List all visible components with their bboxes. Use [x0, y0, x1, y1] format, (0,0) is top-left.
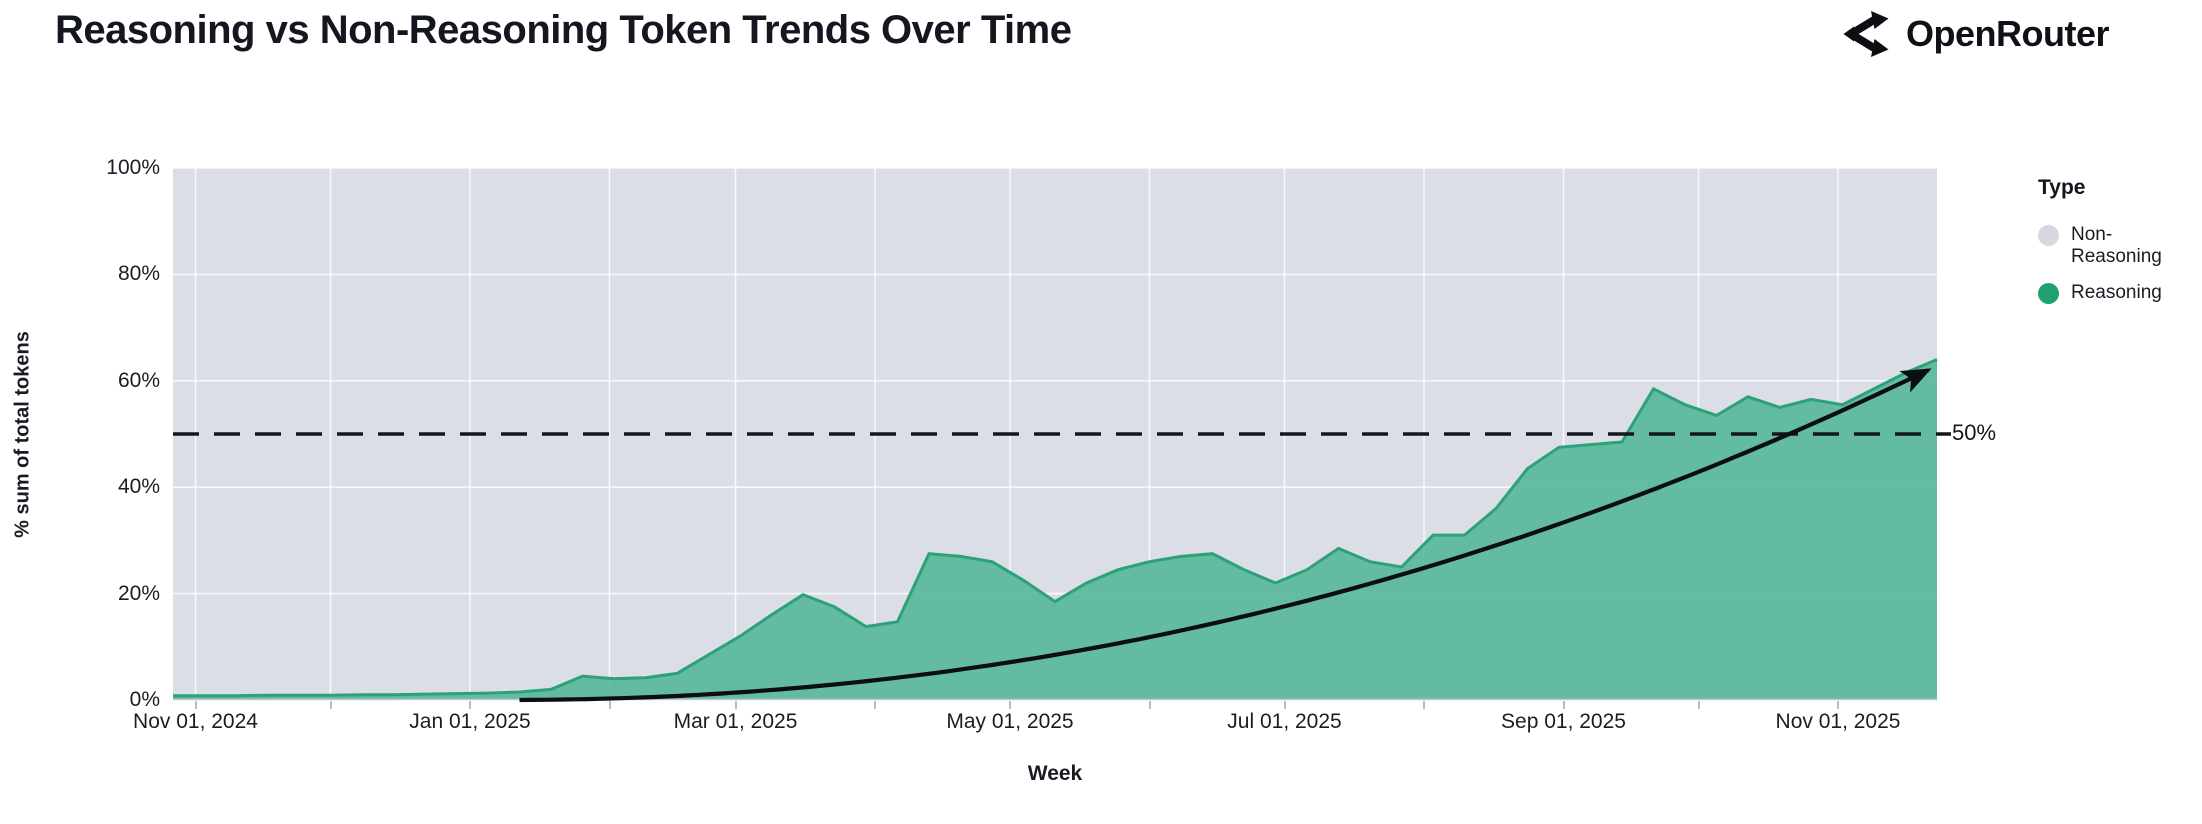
openrouter-brand: OpenRouter [1843, 10, 2110, 58]
y-tick-label: 0% [129, 688, 160, 711]
legend-color-dot [2038, 225, 2059, 246]
x-tick-label: Jul 01, 2025 [1227, 710, 1342, 733]
reasoning-area-edge [173, 358, 1938, 698]
legend-entries: Non-Reasoning Reasoning [2038, 224, 2188, 304]
legend-entry-reasoning[interactable]: Reasoning [2038, 282, 2188, 304]
legend: Type Non-Reasoning Reasoning [2038, 176, 2188, 318]
reasoning-area [173, 359, 1937, 700]
legend-title: Type [2038, 176, 2086, 199]
y-tick-label: 40% [117, 475, 160, 499]
x-tick-label: May 01, 2025 [946, 710, 1074, 733]
y-tick-label: 20% [117, 581, 160, 605]
x-tick-mark [1697, 701, 1700, 709]
x-tick-mark [1148, 701, 1151, 709]
x-tick-mark [608, 701, 611, 709]
y-tick-label: 100% [106, 156, 160, 179]
openrouter-fork-icon [1843, 11, 1889, 57]
legend-entry-non-reasoning[interactable]: Non-Reasoning [2038, 224, 2188, 268]
exponential-trend-arrow [519, 368, 1932, 703]
y-axis-title: % sum of total tokens [11, 331, 34, 538]
legend-entry-label: Non-Reasoning [2071, 224, 2162, 267]
openrouter-brand-name: OpenRouter [1906, 13, 2110, 54]
x-tick-mark [1009, 701, 1011, 709]
x-tick-mark [1562, 701, 1565, 709]
x-tick-mark [1283, 701, 1286, 709]
y-tick-label: 80% [117, 262, 160, 286]
x-tick-label: Nov 01, 2025 [1775, 710, 1901, 733]
x-axis-title: Week [1027, 762, 1083, 785]
x-tick-label: Mar 01, 2025 [673, 710, 798, 733]
x-tick-mark [734, 701, 737, 709]
x-tick-mark [329, 701, 332, 709]
x-tick-label: Nov 01, 2024 [133, 710, 258, 733]
x-tick-mark [469, 701, 471, 709]
x-tick-mark [1837, 701, 1839, 709]
page-title: Reasoning vs Non-Reasoning Token Trends … [55, 8, 1072, 52]
x-tick-mark [874, 701, 876, 709]
legend-entry-label: Reasoning [2071, 282, 2162, 303]
x-tick-mark [1423, 701, 1425, 709]
legend-color-dot [2038, 283, 2059, 304]
x-tick-label: Sep 01, 2025 [1501, 710, 1626, 733]
y-tick-label: 60% [117, 368, 160, 392]
x-tick-mark [194, 701, 197, 709]
plot-area[interactable] [173, 167, 1951, 703]
x-tick-label: Jan 01, 2025 [409, 710, 531, 733]
reference-line-label: 50% [1952, 420, 1997, 445]
